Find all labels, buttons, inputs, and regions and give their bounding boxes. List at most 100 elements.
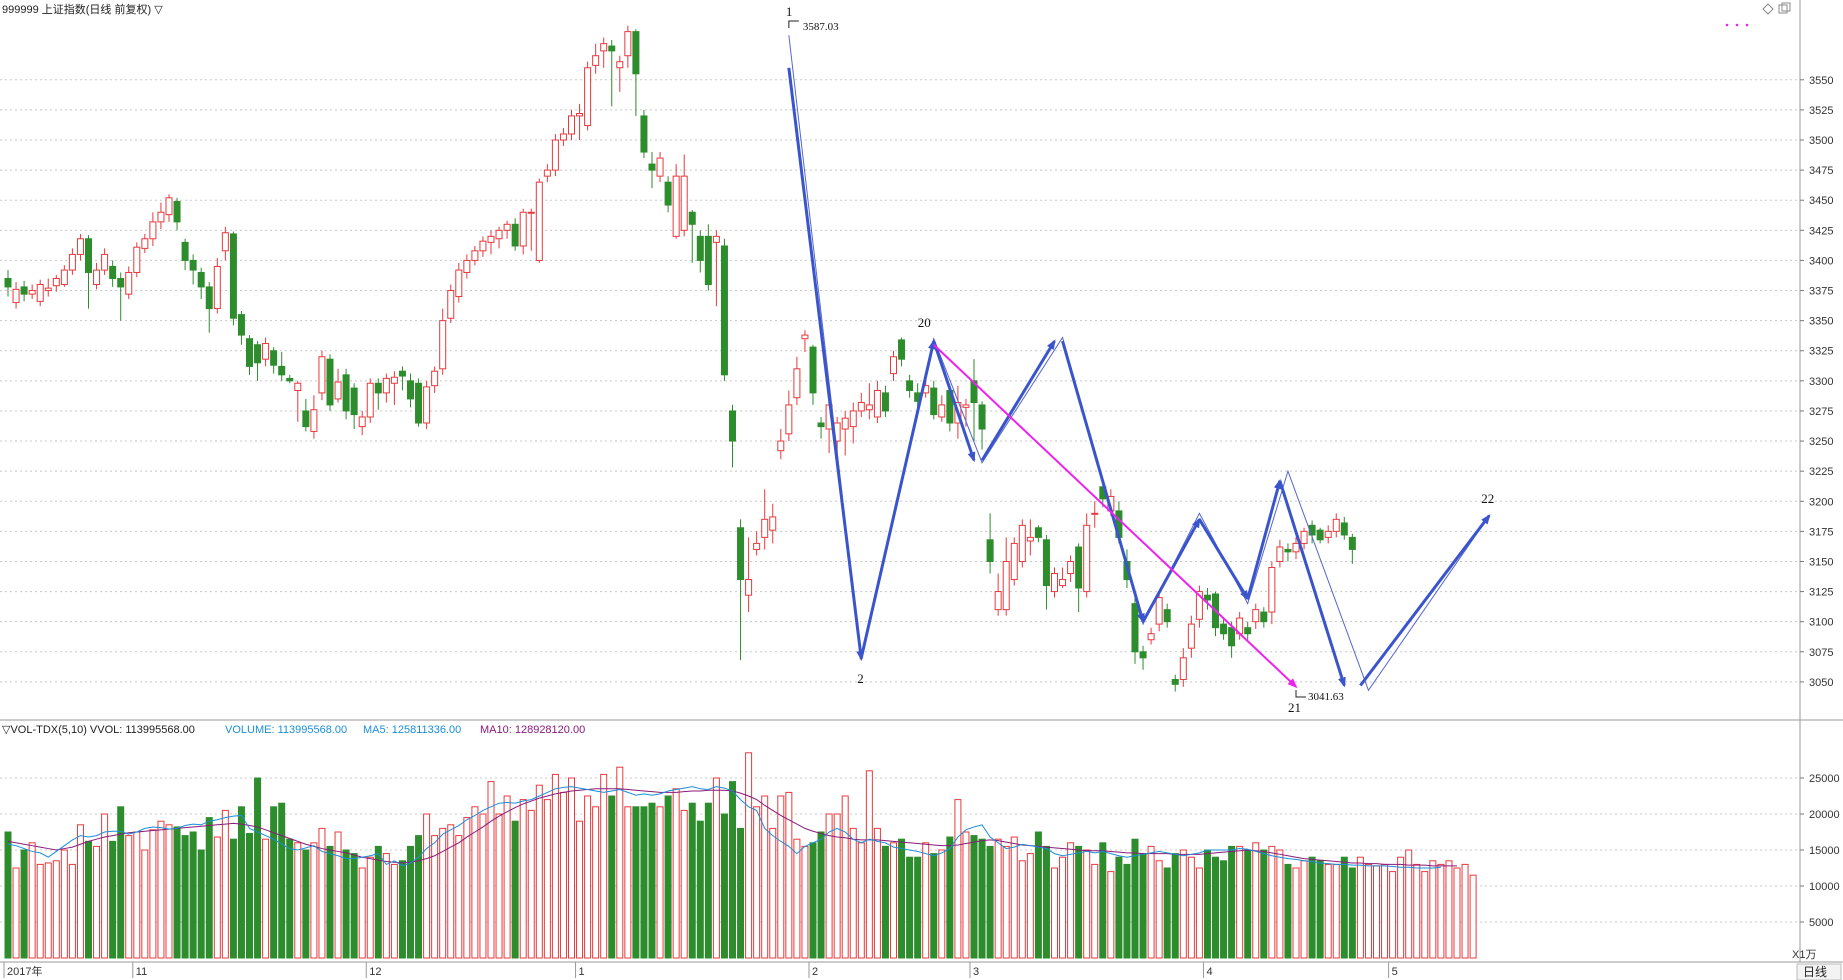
price-tick-label: 3250 xyxy=(1809,436,1833,448)
volume-series[interactable] xyxy=(4,752,1477,959)
volume-bar xyxy=(1373,865,1380,959)
volume-bar xyxy=(543,799,551,959)
price-tick-label: 3325 xyxy=(1809,346,1833,358)
candle-body xyxy=(873,389,881,418)
candle-body xyxy=(415,382,423,424)
volume-bar xyxy=(52,860,60,959)
volume-bar xyxy=(672,788,680,959)
volume-bar xyxy=(326,845,334,959)
volume-bar xyxy=(600,773,608,959)
volume-bar xyxy=(117,806,125,959)
candle xyxy=(1051,567,1058,598)
x-tick-label: 4 xyxy=(1206,966,1212,978)
candle-body xyxy=(809,346,817,394)
candle-body xyxy=(229,233,237,319)
candlestick-series[interactable] xyxy=(4,25,1356,692)
candle xyxy=(471,245,479,266)
candle-body xyxy=(423,386,431,424)
candle xyxy=(1026,519,1034,556)
candle xyxy=(85,235,92,309)
volume-bar xyxy=(294,842,302,959)
candle-body xyxy=(753,542,761,550)
volume-bar xyxy=(28,842,36,959)
period-label[interactable]: 日线 xyxy=(1803,965,1827,979)
candle-body xyxy=(1332,518,1340,532)
candle-body xyxy=(1195,591,1203,620)
volume-bar xyxy=(76,824,84,959)
volume-bar xyxy=(157,820,165,959)
volume-bar xyxy=(1042,845,1050,959)
candle-body xyxy=(125,271,133,295)
low-price-label: 3041.63 xyxy=(1308,691,1344,703)
x-tick-label: 1 xyxy=(579,966,585,978)
volume-bar xyxy=(592,806,600,959)
candle-body xyxy=(205,286,213,310)
more-dots-icon[interactable] xyxy=(1725,23,1749,27)
candle xyxy=(1292,537,1300,560)
volume-bar xyxy=(914,856,922,959)
period-tab[interactable] xyxy=(1796,963,1842,980)
candle xyxy=(415,378,423,427)
candle xyxy=(519,208,527,255)
swing-arrow xyxy=(1061,340,1145,624)
candle xyxy=(398,366,406,391)
volume-bar xyxy=(1389,871,1397,959)
swing-arrow xyxy=(787,67,865,662)
candle-body xyxy=(1348,536,1356,550)
volume-bar xyxy=(133,831,141,959)
candle-body xyxy=(680,175,688,231)
candle xyxy=(559,127,567,147)
candle xyxy=(374,378,382,410)
candle xyxy=(278,351,286,381)
candle-body xyxy=(407,380,414,400)
volume-bar xyxy=(696,820,704,959)
restore-icon[interactable] xyxy=(1778,2,1791,14)
volume-bar xyxy=(463,817,471,959)
volume-bar xyxy=(793,838,801,959)
volume-bar xyxy=(648,802,656,959)
candle-body xyxy=(1292,542,1300,553)
volume-bar xyxy=(873,827,881,959)
candle-body xyxy=(1203,594,1211,601)
volume-tick-label: 25000 xyxy=(1809,773,1840,785)
candle xyxy=(1195,585,1203,628)
volume-bar xyxy=(12,867,20,959)
candle xyxy=(640,109,648,159)
candle xyxy=(970,359,978,442)
candle-body xyxy=(527,211,535,214)
candle xyxy=(390,371,398,405)
diamond-icon[interactable] xyxy=(1762,3,1774,15)
candle xyxy=(616,55,624,92)
candle xyxy=(93,262,101,290)
volume-bar xyxy=(366,856,374,959)
volume-bar xyxy=(342,849,350,959)
candle-body xyxy=(1067,560,1075,575)
vol-header-ma10: MA10: 128928120.00 xyxy=(480,724,585,736)
volume-bar xyxy=(44,862,52,959)
volume-bar xyxy=(1212,856,1219,959)
price-tick-label: 3500 xyxy=(1809,135,1833,147)
candle-body xyxy=(1252,609,1260,623)
candle-body xyxy=(68,253,76,271)
annotations: 1 3587.03 2 20 21 3041.63 22 xyxy=(786,4,1494,715)
candle-body xyxy=(149,221,157,240)
high-price-pointer xyxy=(788,20,799,28)
price-tick-label: 3175 xyxy=(1809,526,1833,538)
price-tick-label: 3425 xyxy=(1809,225,1833,237)
candle xyxy=(197,267,205,299)
price-tick-label: 3450 xyxy=(1809,195,1833,207)
candle-body xyxy=(1139,651,1147,659)
candle-body xyxy=(157,211,165,223)
candle-body xyxy=(366,382,374,418)
candle xyxy=(568,109,575,141)
candle-body xyxy=(358,416,366,428)
price-tick-label: 3125 xyxy=(1809,587,1833,599)
swing-arrow xyxy=(1141,517,1201,623)
volume-bar xyxy=(1179,849,1187,959)
volume-bar xyxy=(503,795,511,959)
candle-body xyxy=(1276,546,1284,562)
candle xyxy=(624,25,632,68)
candle xyxy=(1252,603,1260,629)
volume-bar xyxy=(640,806,648,959)
